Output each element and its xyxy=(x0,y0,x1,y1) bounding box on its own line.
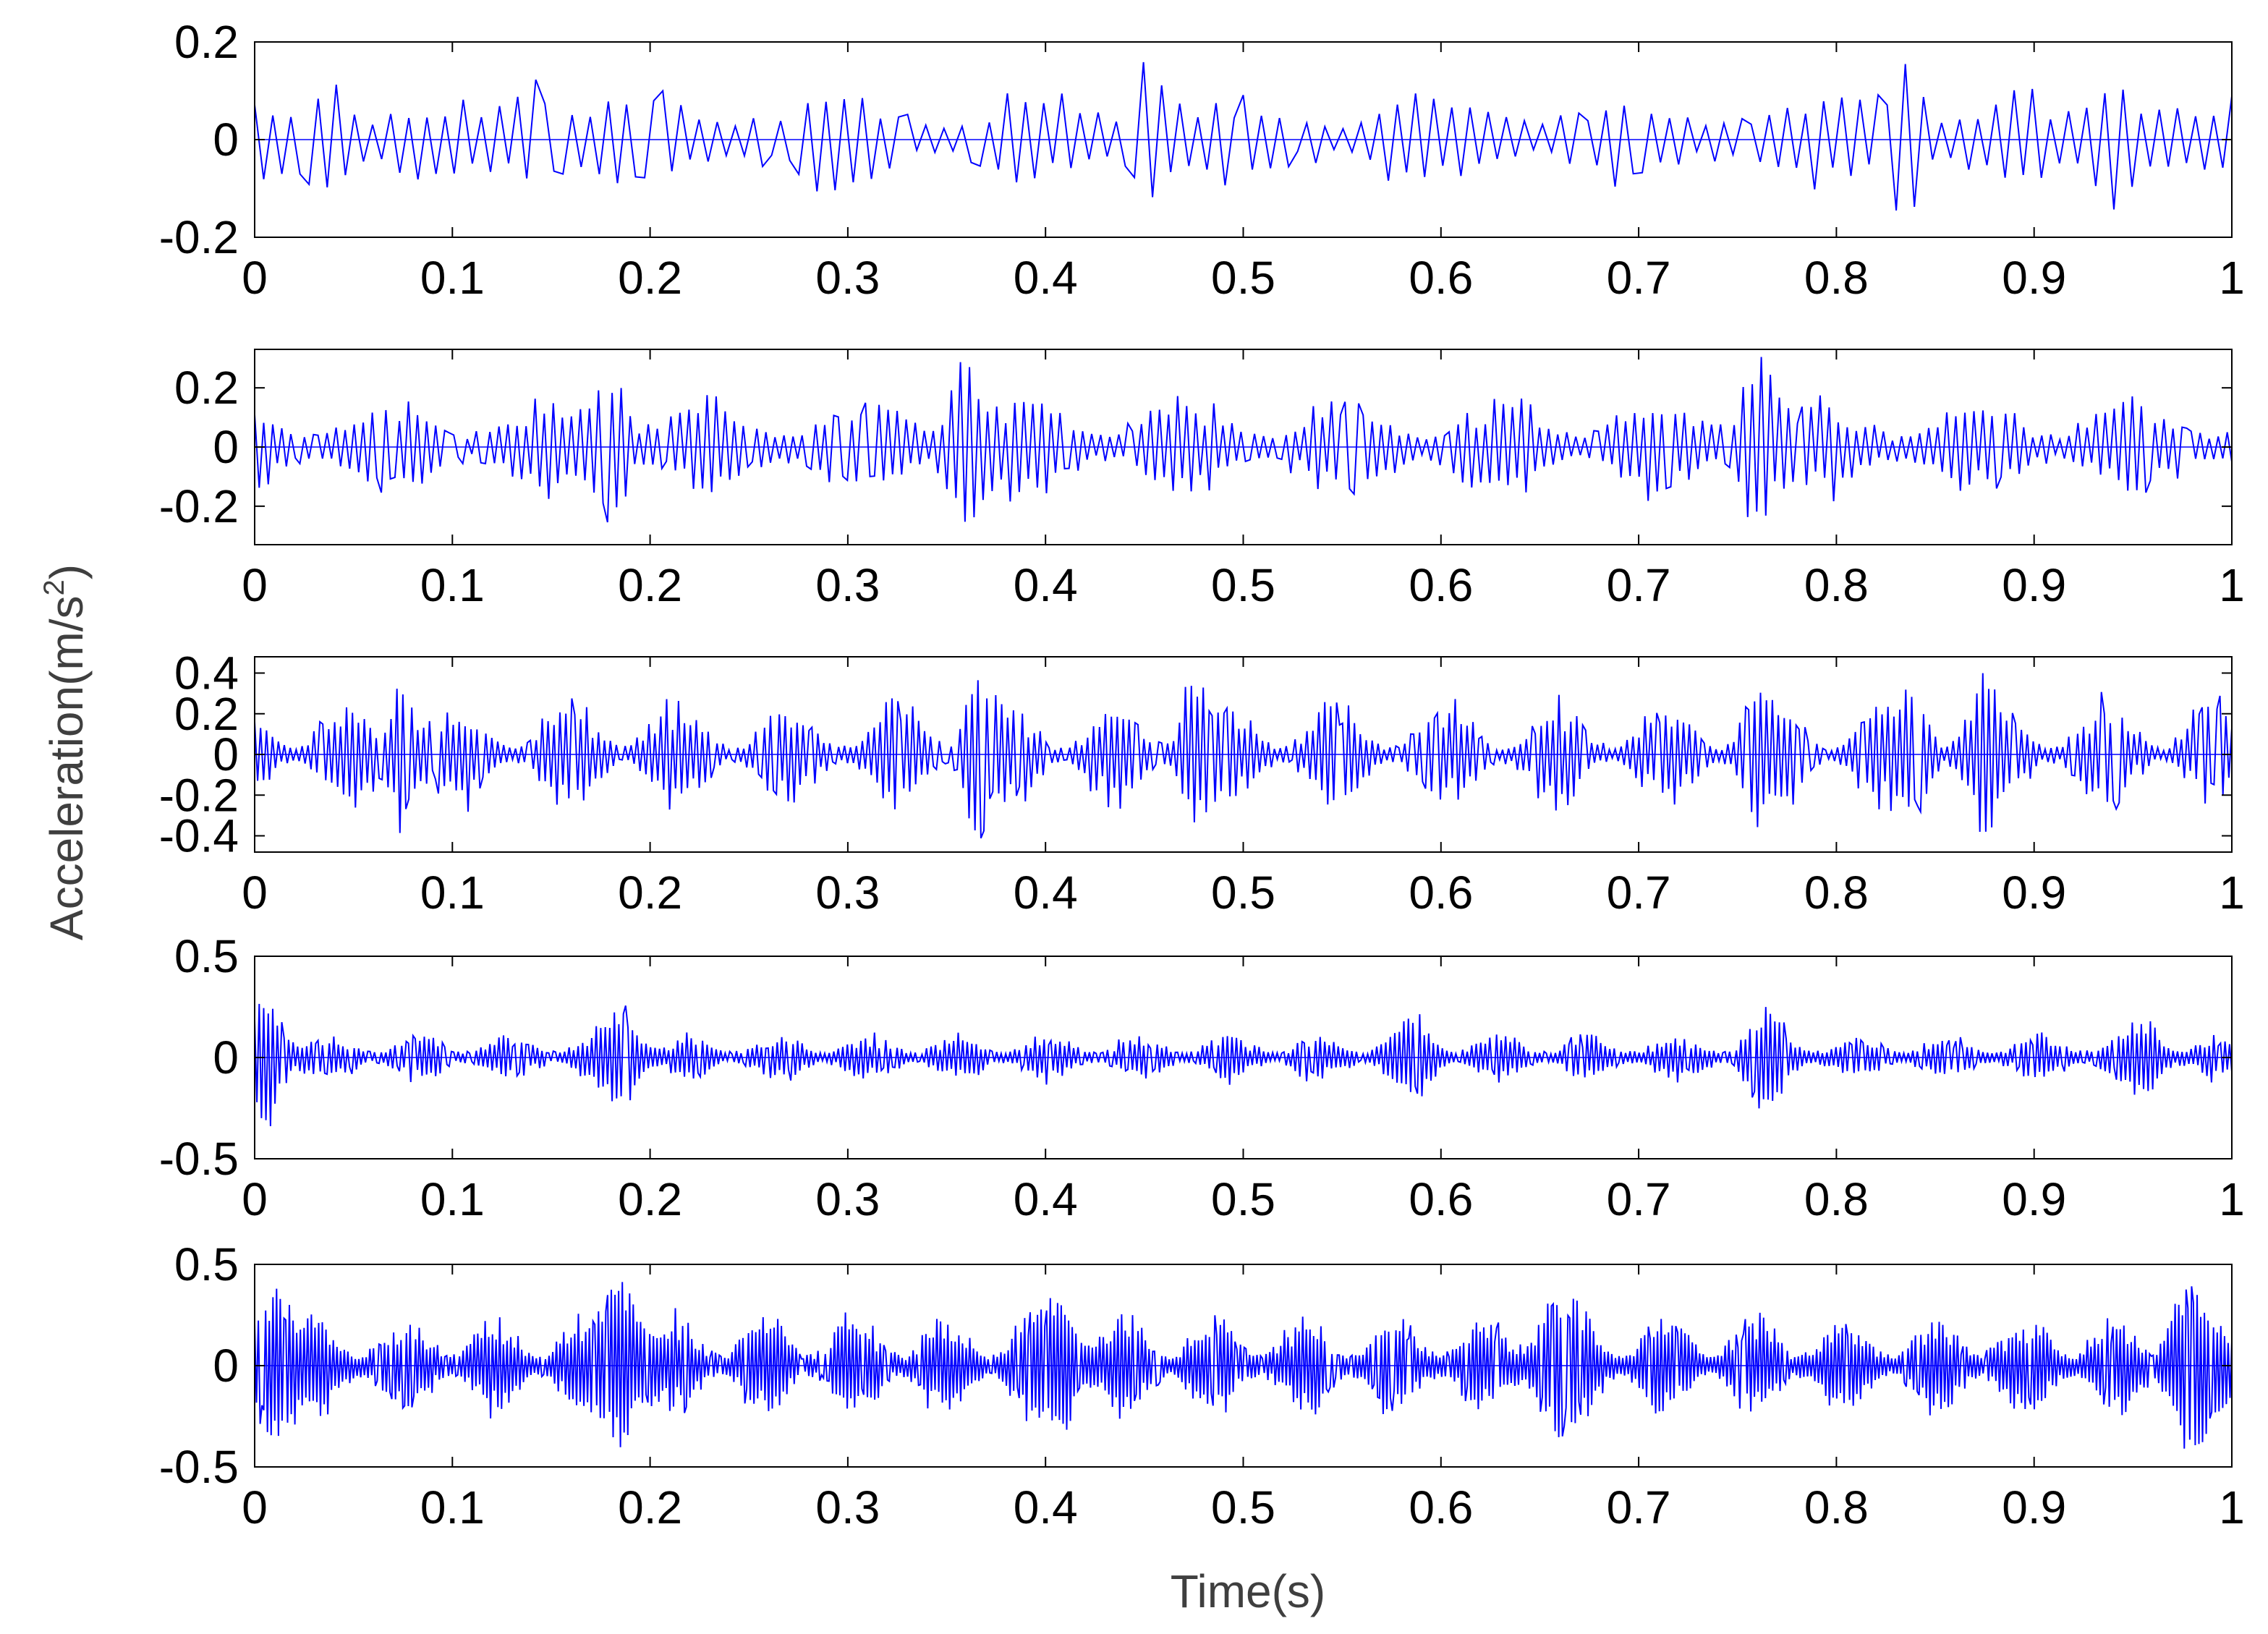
x-tick-label: 0.8 xyxy=(1804,1481,1869,1533)
x-tick-label: 0.7 xyxy=(1607,1173,1671,1225)
x-tick-label: 1 xyxy=(2219,1173,2245,1225)
subplot-3: 0 0.1 0.2 0.3 0.4 0.5 0.6 0.7 0.8 0.9 1-0.4-0.200.… xyxy=(159,647,2245,919)
y-axis-title-close: ) xyxy=(41,564,93,579)
x-tick-label: 0.7 xyxy=(1607,252,1671,304)
x-tick-label: 0.6 xyxy=(1409,867,1473,919)
x-tick-label: 0.7 xyxy=(1607,559,1671,611)
y-tick-label: 0.5 xyxy=(174,930,239,982)
x-tick-label: 0.1 xyxy=(420,252,485,304)
x-tick-label: 0.3 xyxy=(815,867,880,919)
y-axis-title-superscript: 2 xyxy=(38,579,70,595)
x-tick-label: 0.5 xyxy=(1211,559,1275,611)
y-tick-label: -0.2 xyxy=(159,480,239,532)
x-tick-label: 0.8 xyxy=(1804,1173,1869,1225)
y-tick-label: 0.2 xyxy=(174,688,239,740)
y-tick-label: -0.2 xyxy=(159,211,239,263)
x-tick-label: 0.2 xyxy=(618,1481,682,1533)
x-tick-label: 1 xyxy=(2219,1481,2245,1533)
y-tick-label: 0.2 xyxy=(174,362,239,414)
x-tick-label: 0.2 xyxy=(618,1173,682,1225)
y-tick-label: 0 xyxy=(213,114,239,166)
x-tick-label: 0 xyxy=(242,252,268,304)
x-tick-label: 0.2 xyxy=(618,867,682,919)
x-tick-label: 0 xyxy=(242,559,268,611)
y-tick-label: 0 xyxy=(213,1031,239,1084)
x-tick-label: 0.4 xyxy=(1014,1481,1078,1533)
series-line xyxy=(255,61,2232,211)
x-tick-label: 1 xyxy=(2219,252,2245,304)
series-line xyxy=(255,357,2232,523)
x-tick-label: 0 xyxy=(242,867,268,919)
y-tick-label: 0 xyxy=(213,421,239,473)
x-tick-label: 0.5 xyxy=(1211,867,1275,919)
x-tick-label: 0.6 xyxy=(1409,1173,1473,1225)
subplot-1: 0 0.1 0.2 0.3 0.4 0.5 0.6 0.7 0.8 0.9 1-0.200.2 xyxy=(159,16,2245,304)
x-tick-label: 0.8 xyxy=(1804,252,1869,304)
x-tick-label: 0 xyxy=(242,1173,268,1225)
x-tick-label: 0.6 xyxy=(1409,1481,1473,1533)
x-tick-label: 0.4 xyxy=(1014,559,1078,611)
x-tick-label: 0.5 xyxy=(1211,252,1275,304)
y-tick-label: -0.5 xyxy=(159,1133,239,1185)
x-tick-label: 0.7 xyxy=(1607,1481,1671,1533)
x-axis-title: Time(s) xyxy=(1171,1565,1325,1617)
y-tick-label: 0 xyxy=(213,728,239,780)
x-tick-label: 1 xyxy=(2219,867,2245,919)
x-tick-label: 0.1 xyxy=(420,1173,485,1225)
x-tick-label: 0.5 xyxy=(1211,1173,1275,1225)
subplot-5: 0 0.1 0.2 0.3 0.4 0.5 0.6 0.7 0.8 0.9 1-0.500.5 xyxy=(159,1238,2245,1533)
x-tick-label: 0.5 xyxy=(1211,1481,1275,1533)
x-tick-label: 0.9 xyxy=(2002,1481,2066,1533)
y-axis-title: Acceleration(m/s2) xyxy=(38,564,93,940)
y-tick-label: -0.2 xyxy=(159,769,239,821)
x-tick-label: 0.9 xyxy=(2002,559,2066,611)
y-tick-label: 0 xyxy=(213,1340,239,1392)
y-axis-title-main: Acceleration(m/s xyxy=(41,595,93,940)
y-tick-label: 0.5 xyxy=(174,1238,239,1290)
x-tick-label: 0.4 xyxy=(1014,252,1078,304)
y-tick-label: 0.2 xyxy=(174,16,239,68)
series-line xyxy=(255,1282,2232,1449)
subplot-panels: 0 0.1 0.2 0.3 0.4 0.5 0.6 0.7 0.8 0.9 1-0.200.20 0.… xyxy=(159,16,2245,1533)
x-tick-label: 0.1 xyxy=(420,559,485,611)
x-tick-label: 0.7 xyxy=(1607,867,1671,919)
subplot-2: 0 0.1 0.2 0.3 0.4 0.5 0.6 0.7 0.8 0.9 1-0.200.2 xyxy=(159,349,2245,611)
x-tick-label: 0.8 xyxy=(1804,559,1869,611)
x-tick-label: 1 xyxy=(2219,559,2245,611)
x-tick-label: 0.6 xyxy=(1409,559,1473,611)
x-tick-label: 0.3 xyxy=(815,1481,880,1533)
x-tick-label: 0.1 xyxy=(420,867,485,919)
x-tick-label: 0.3 xyxy=(815,252,880,304)
x-tick-label: 0.3 xyxy=(815,1173,880,1225)
x-tick-label: 0.9 xyxy=(2002,252,2066,304)
x-tick-label: 0 xyxy=(242,1481,268,1533)
y-tick-label: 0.4 xyxy=(174,647,239,699)
x-tick-label: 0.9 xyxy=(2002,867,2066,919)
series-line xyxy=(255,673,2232,839)
x-tick-label: 0.2 xyxy=(618,559,682,611)
x-tick-label: 0.1 xyxy=(420,1481,485,1533)
x-tick-label: 0.8 xyxy=(1804,867,1869,919)
x-tick-label: 0.4 xyxy=(1014,1173,1078,1225)
x-tick-label: 0.2 xyxy=(618,252,682,304)
y-tick-label: -0.4 xyxy=(159,810,239,862)
x-tick-label: 0.6 xyxy=(1409,252,1473,304)
x-tick-label: 0.9 xyxy=(2002,1173,2066,1225)
subplot-4: 0 0.1 0.2 0.3 0.4 0.5 0.6 0.7 0.8 0.9 1-0.500.5 xyxy=(159,930,2245,1225)
series-line xyxy=(255,1003,2232,1126)
x-tick-label: 0.4 xyxy=(1014,867,1078,919)
y-tick-label: -0.5 xyxy=(159,1441,239,1493)
x-tick-label: 0.3 xyxy=(815,559,880,611)
